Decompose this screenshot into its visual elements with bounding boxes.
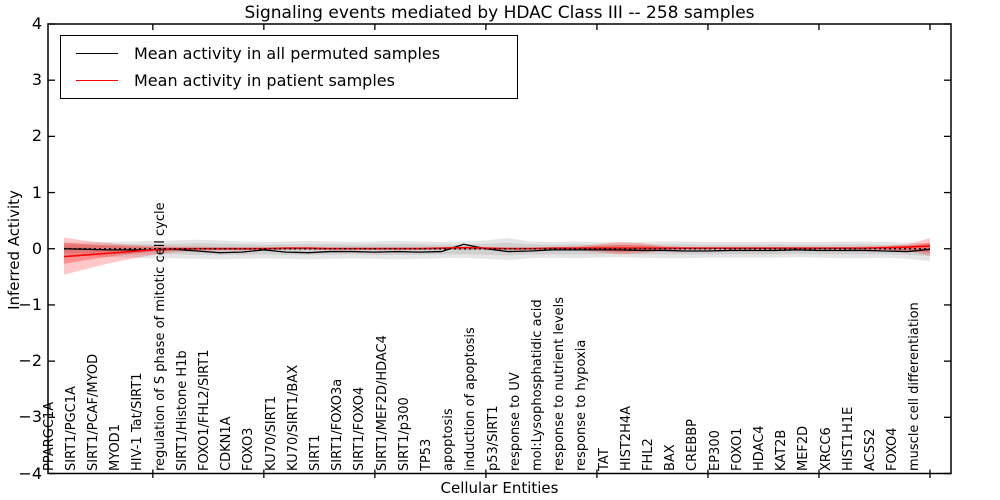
legend-label: Mean activity in patient samples bbox=[134, 71, 395, 90]
permuted-mean-line bbox=[63, 243, 931, 254]
x-category-label: CDKN1A bbox=[219, 415, 235, 471]
x-category-label: SIRT1/FOXO3a bbox=[330, 378, 346, 471]
x-category-label: ACSS2 bbox=[863, 427, 879, 471]
x-category-label: SIRT1 bbox=[307, 434, 323, 471]
legend-label: Mean activity in all permuted samples bbox=[134, 44, 441, 63]
permuted-line-swatch bbox=[76, 53, 118, 54]
chart-title: Signaling events mediated by HDAC Class … bbox=[244, 3, 755, 23]
x-category-label: PPARGC1A bbox=[41, 401, 57, 471]
x-category-label: HIV-1 Tat/SIRT1 bbox=[130, 372, 146, 471]
y-tick-label: 1 bbox=[31, 182, 42, 202]
x-category-label: TAT bbox=[596, 447, 612, 471]
y-tick-label: −3 bbox=[18, 407, 42, 427]
x-category-label: KU70/SIRT1 bbox=[263, 395, 279, 471]
permuted-inner-band bbox=[64, 242, 930, 257]
legend-entry-permuted: Mean activity in all permuted samples bbox=[61, 44, 517, 63]
x-category-label: SIRT1/p300 bbox=[396, 396, 412, 471]
x-category-label: HIST2H4A bbox=[618, 405, 634, 471]
x-category-label: response to UV bbox=[507, 371, 523, 471]
y-tick-label: 4 bbox=[31, 14, 42, 33]
x-category-label: CREBBP bbox=[685, 418, 701, 471]
patient-line-swatch bbox=[76, 80, 118, 81]
x-axis-label: Cellular Entities bbox=[440, 479, 559, 497]
x-category-label: FOXO1/FHL2/SIRT1 bbox=[196, 349, 212, 471]
x-category-label: MEF2D bbox=[796, 425, 812, 471]
x-category-label: SIRT1/Histone H1b bbox=[174, 349, 190, 471]
x-category-label: response to nutrient levels bbox=[552, 296, 568, 471]
x-category-label: XRCC6 bbox=[818, 426, 834, 471]
x-category-label: muscle cell differentiation bbox=[907, 301, 923, 471]
x-category-label: SIRT1/PCAF/MYOD bbox=[85, 353, 101, 471]
x-category-label: SIRT1/FOXO4 bbox=[352, 386, 368, 471]
x-category-label: FOXO1 bbox=[729, 427, 745, 471]
x-category-label: p53/SIRT1 bbox=[485, 404, 501, 471]
y-tick-label: −4 bbox=[18, 463, 42, 483]
x-category-label: EP300 bbox=[707, 429, 723, 471]
x-category-label: HDAC4 bbox=[752, 424, 768, 471]
x-category-label: response to hypoxia bbox=[574, 339, 590, 471]
x-category-label: regulation of S phase of mitotic cell cy… bbox=[152, 201, 168, 471]
legend-entry-patient: Mean activity in patient samples bbox=[61, 71, 517, 90]
x-category-label: KU70/SIRT1/BAX bbox=[285, 364, 301, 471]
legend: Mean activity in all permuted samples Me… bbox=[60, 35, 518, 99]
y-tick-label: −2 bbox=[18, 351, 42, 371]
x-category-label: FHL2 bbox=[641, 437, 657, 471]
x-category-label: MYOD1 bbox=[108, 423, 124, 471]
x-category-label: BAX bbox=[663, 443, 679, 471]
y-tick-label: 2 bbox=[31, 126, 42, 146]
x-category-label: induction of apoptosis bbox=[463, 326, 479, 471]
x-category-label: mol:Lysophosphatidic acid bbox=[530, 298, 545, 471]
x-category-label: FOXO3 bbox=[241, 427, 257, 471]
x-category-label: TP53 bbox=[418, 438, 434, 471]
x-category-label: SIRT1/PGC1A bbox=[63, 385, 79, 471]
x-category-label: FOXO4 bbox=[885, 427, 901, 471]
y-tick-label: 3 bbox=[31, 70, 42, 90]
x-category-label: SIRT1/MEF2D/HDAC4 bbox=[374, 334, 390, 471]
x-category-label: apoptosis bbox=[441, 407, 457, 471]
y-tick-label: 0 bbox=[31, 238, 42, 258]
x-category-label: KAT2B bbox=[774, 429, 790, 471]
y-tick-label: −1 bbox=[18, 294, 42, 314]
x-category-label: HIST1H1E bbox=[840, 406, 856, 471]
